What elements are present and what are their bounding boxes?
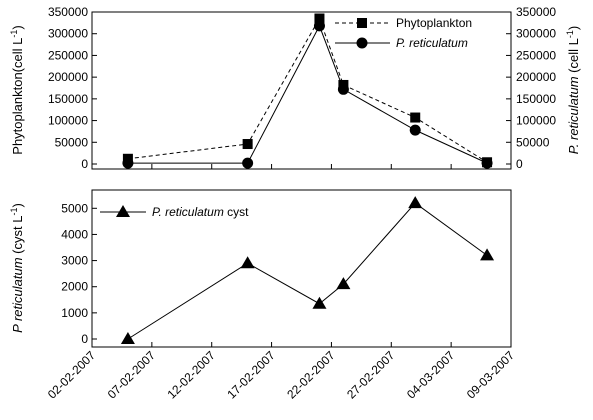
y-tick-label: 1000 — [61, 306, 88, 320]
data-point-circle — [481, 157, 493, 169]
bottom-series-group — [120, 196, 495, 344]
data-point-square — [410, 112, 421, 123]
x-axis-ticks: 02-02-2007 07-02-2007 12-02-2007 17-02-2007… — [45, 164, 518, 402]
x-tick-label: 12-02-2007 — [165, 348, 219, 402]
legend-cyst-italic: P. reticulatum — [152, 205, 224, 219]
legend-phytoplankton-label: Phytoplankton — [396, 16, 472, 30]
y-tick-label: 4000 — [61, 227, 88, 241]
x-tick-label: 04-03-2007 — [404, 348, 458, 402]
data-point-circle — [242, 157, 254, 169]
data-point-triangle — [336, 277, 351, 290]
y-right-tick-label: 250000 — [516, 48, 556, 62]
x-tick-label: 22-02-2007 — [284, 348, 338, 402]
y-tick-label: 2000 — [61, 280, 88, 294]
y-tick-label: 250000 — [48, 48, 88, 62]
data-point-circle — [313, 20, 325, 32]
top-left-y-label-end: ) — [10, 25, 25, 29]
y-tick-label: 350000 — [48, 5, 88, 19]
y-right-tick-label: 50000 — [516, 135, 550, 149]
legend-cyst-marker — [116, 205, 130, 217]
top-right-y-label-italic: P. reticulatum — [566, 76, 581, 154]
data-point-circle — [337, 83, 349, 95]
x-tick-label: 02-02-2007 — [45, 348, 99, 402]
data-point-square — [242, 139, 253, 150]
top-right-y-label-sup: -1 — [565, 30, 575, 38]
y-tick-label: 100000 — [48, 114, 88, 128]
bottom-y-label: P reticulatum (cyst L-1) — [9, 203, 25, 333]
data-point-triangle — [120, 332, 135, 344]
data-point-square — [314, 13, 325, 24]
top-legend: Phytoplankton P. reticulatum — [335, 16, 472, 50]
y-tick-label: 3000 — [61, 254, 88, 268]
legend-cyst-label: P. reticulatum cyst — [152, 205, 249, 219]
y-tick-label: 50000 — [55, 135, 89, 149]
data-point-triangle — [480, 248, 495, 261]
top-left-y-label-main: Phytoplankton(cell L — [10, 38, 25, 155]
data-point-triangle — [408, 196, 423, 209]
x-tick-label: 09-03-2007 — [464, 348, 518, 402]
legend-reticulatum-label: P. reticulatum — [396, 36, 468, 50]
top-right-y-label: P. reticulatum (cell L-1) — [565, 26, 581, 154]
y-right-tick-label: 300000 — [516, 27, 556, 41]
y-right-tick-label: 0 — [516, 157, 523, 171]
top-left-y-label: Phytoplankton(cell L-1) — [9, 25, 25, 154]
bottom-y-label-main: (cyst L — [10, 216, 25, 258]
top-left-y-label-sup: -1 — [9, 30, 19, 38]
y-tick-label: 0 — [81, 332, 88, 346]
top-y-axis-ticks: 0 0 50000 50000 100000 100000 150000 150000 2000… — [48, 5, 556, 171]
y-right-tick-label: 350000 — [516, 5, 556, 19]
bottom-y-label-italic: P reticulatum — [10, 257, 25, 333]
bottom-legend: P. reticulatum cyst — [100, 205, 249, 219]
y-tick-label: 0 — [81, 157, 88, 171]
y-tick-label: 300000 — [48, 27, 88, 41]
legend-cyst-suffix: cyst — [224, 205, 249, 219]
top-right-y-label-end: ) — [566, 26, 581, 30]
bottom-y-label-end: ) — [10, 203, 25, 207]
legend-phytoplankton-marker — [357, 18, 367, 28]
series-line — [127, 24, 488, 164]
x-tick-label: 17-02-2007 — [224, 348, 278, 402]
y-tick-label: 5000 — [61, 201, 88, 215]
y-right-tick-label: 150000 — [516, 92, 556, 106]
data-point-circle — [409, 124, 421, 136]
top-plot-frame — [91, 11, 512, 170]
data-point-triangle — [240, 256, 255, 269]
y-tick-label: 150000 — [48, 92, 88, 106]
x-tick-label: 07-02-2007 — [105, 348, 159, 402]
data-point-circle — [122, 157, 134, 169]
data-point-triangle — [312, 296, 327, 309]
top-right-y-label-main: (cell L — [566, 38, 581, 76]
series-line — [127, 17, 488, 163]
legend-reticulatum-marker — [356, 37, 368, 49]
top-series-group — [122, 13, 493, 169]
y-tick-label: 200000 — [48, 70, 88, 84]
y-right-tick-label: 200000 — [516, 70, 556, 84]
y-right-tick-label: 100000 — [516, 114, 556, 128]
bottom-plot-frame — [91, 189, 512, 348]
bottom-y-label-sup: -1 — [9, 208, 19, 216]
series-line — [127, 202, 488, 340]
x-tick-label: 27-02-2007 — [344, 348, 398, 402]
bottom-y-axis-ticks: 0 1000 2000 3000 4000 5000 — [61, 201, 97, 346]
